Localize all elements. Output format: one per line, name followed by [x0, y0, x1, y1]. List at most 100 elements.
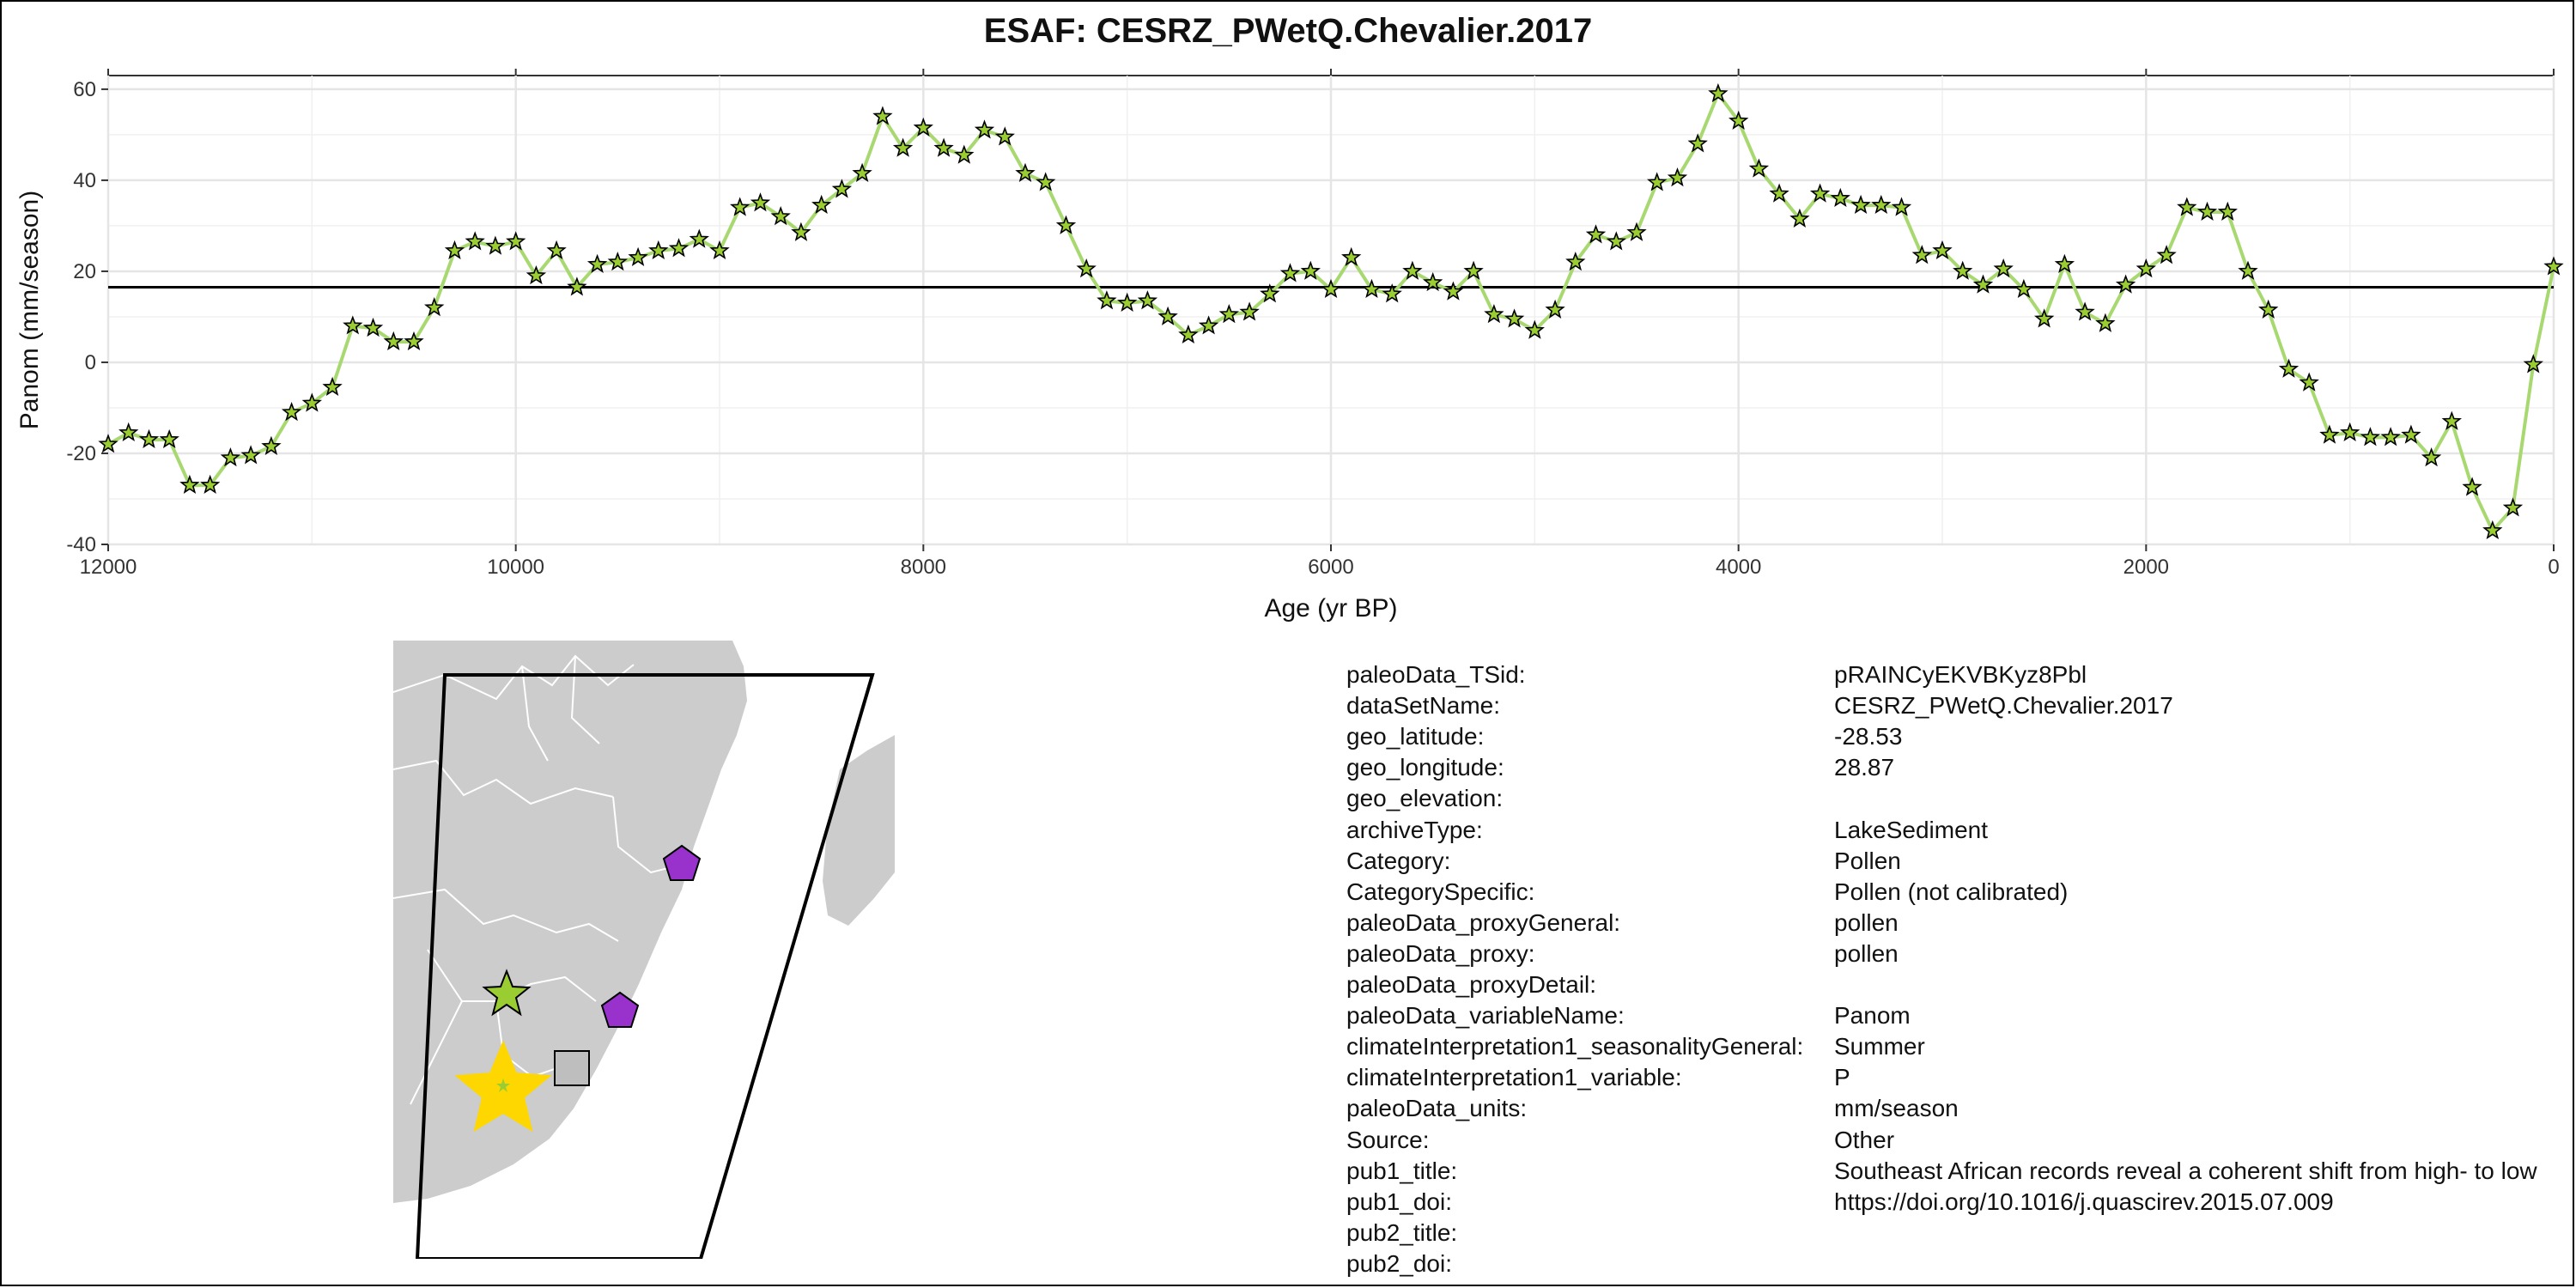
data-point: [1871, 194, 1892, 215]
data-point: [2380, 427, 2401, 447]
data-point: [831, 179, 853, 198]
data-point: [791, 222, 811, 241]
metadata-value: LakeSediment: [1834, 816, 1989, 843]
africa-landmass: [393, 641, 747, 1203]
data-point: [1687, 133, 1708, 153]
data-point: [852, 162, 872, 182]
data-point: [1504, 308, 1525, 328]
metadata-value: mm/season: [1834, 1095, 1959, 1122]
data-point: [404, 331, 424, 351]
data-point: [994, 126, 1015, 146]
data-point: [1932, 240, 1953, 260]
metadata-value: P: [1834, 1064, 1850, 1091]
x-tick-label: 0: [2548, 556, 2559, 579]
data-point: [301, 392, 322, 412]
metadata-key: geo_latitude:: [1346, 723, 1485, 750]
data-point: [2075, 301, 2095, 321]
data-point: [1953, 260, 1973, 280]
data-point: [1260, 283, 1280, 303]
data-point: [465, 231, 485, 251]
data-point: [1667, 167, 1688, 187]
metadata-value: Pollen: [1834, 847, 1901, 874]
data-point: [2401, 424, 2421, 444]
data-point: [1484, 304, 1504, 324]
data-point: [1116, 292, 1138, 312]
data-point: [485, 235, 506, 255]
data-point: [709, 240, 730, 260]
data-point: [1606, 231, 1626, 251]
metadata-key: paleoData_proxyDetail:: [1346, 971, 1597, 998]
data-point: [628, 246, 648, 266]
time-series-chart: 12000 10000 8000 6000 4000 2000 0 -40 -20 0 20 40 60…: [15, 69, 2564, 623]
data-point: [179, 474, 200, 495]
data-point: [1341, 246, 1362, 266]
data-point: [974, 119, 995, 139]
data-point: [2014, 278, 2034, 299]
metadata-value: https://doi.org/10.1016/j.quascirev.2015…: [1834, 1188, 2334, 1215]
x-tick-label: 12000: [80, 556, 137, 579]
y-axis-title: Panom (mm/season): [15, 191, 44, 429]
pentagon-icon: [662, 844, 702, 881]
data-point: [1850, 194, 1871, 215]
data-point: [98, 434, 118, 453]
x-tick-label: 6000: [1308, 556, 1353, 579]
data-point: [2502, 497, 2524, 517]
data-point: [811, 194, 832, 215]
y-tick-label: 0: [85, 351, 96, 374]
data-point: [1972, 274, 1994, 294]
data-point: [2340, 422, 2360, 442]
data-point: [586, 253, 608, 273]
x-tick-label: 8000: [901, 556, 946, 579]
data-point: [343, 315, 363, 335]
pentagon-icon: [600, 991, 640, 1028]
metadata-key: paleoData_proxyGeneral:: [1346, 908, 1621, 936]
data-point: [423, 296, 445, 317]
metadata-key: climateInterpretation1_variable:: [1346, 1064, 1682, 1091]
data-point: [546, 240, 567, 260]
data-point: [1585, 224, 1607, 244]
metadata-value: 28.87: [1834, 754, 1895, 781]
metadata-key: pub2_title:: [1346, 1218, 1458, 1246]
data-point: [1708, 82, 1728, 103]
metadata-key: paleoData_units:: [1346, 1095, 1528, 1122]
data-point: [2543, 256, 2564, 276]
data-point: [567, 276, 587, 296]
star-icon: [482, 969, 532, 1017]
data-point: [2258, 299, 2279, 319]
metadata-value: pollen: [1834, 908, 1899, 936]
country-borders: [393, 654, 679, 1105]
data-point: [1789, 208, 1810, 228]
data-point: [2482, 519, 2503, 540]
star-icon: [496, 1078, 510, 1092]
data-point: [138, 428, 160, 449]
metadata-key: Source:: [1346, 1126, 1430, 1153]
data-point: [2462, 477, 2482, 496]
square-icon: [554, 1050, 590, 1086]
data-point: [1830, 187, 1850, 208]
data-point: [220, 447, 241, 467]
data-point: [1198, 315, 1219, 335]
data-point: [1055, 215, 1077, 234]
y-tick-label: 40: [73, 169, 96, 192]
data-point: [1463, 260, 1484, 280]
y-tick-label: 60: [73, 78, 96, 101]
y-tick-label: 20: [73, 260, 96, 283]
data-point: [2299, 372, 2319, 392]
metadata-value: CESRZ_PWetQ.Chevalier.2017: [1834, 692, 2173, 720]
data-point: [2278, 358, 2300, 378]
site-map: [393, 641, 895, 1259]
data-point: [118, 422, 139, 442]
data-point: [2095, 313, 2116, 332]
data-point: [2238, 260, 2258, 280]
metadata-value: pRAINCyEKVBKyz8Pbl: [1834, 661, 2087, 688]
data-point: [1015, 162, 1036, 182]
metadata-key: paleoData_TSid:: [1346, 661, 1526, 688]
data-point: [1361, 278, 1382, 299]
data-point: [1728, 110, 1749, 130]
data-point: [1993, 258, 2014, 278]
data-point: [607, 252, 628, 271]
metadata-key: paleoData_proxy:: [1346, 939, 1535, 967]
metadata-key: pub1_doi:: [1346, 1188, 1453, 1215]
data-point: [200, 474, 221, 495]
data-point: [1097, 290, 1117, 310]
